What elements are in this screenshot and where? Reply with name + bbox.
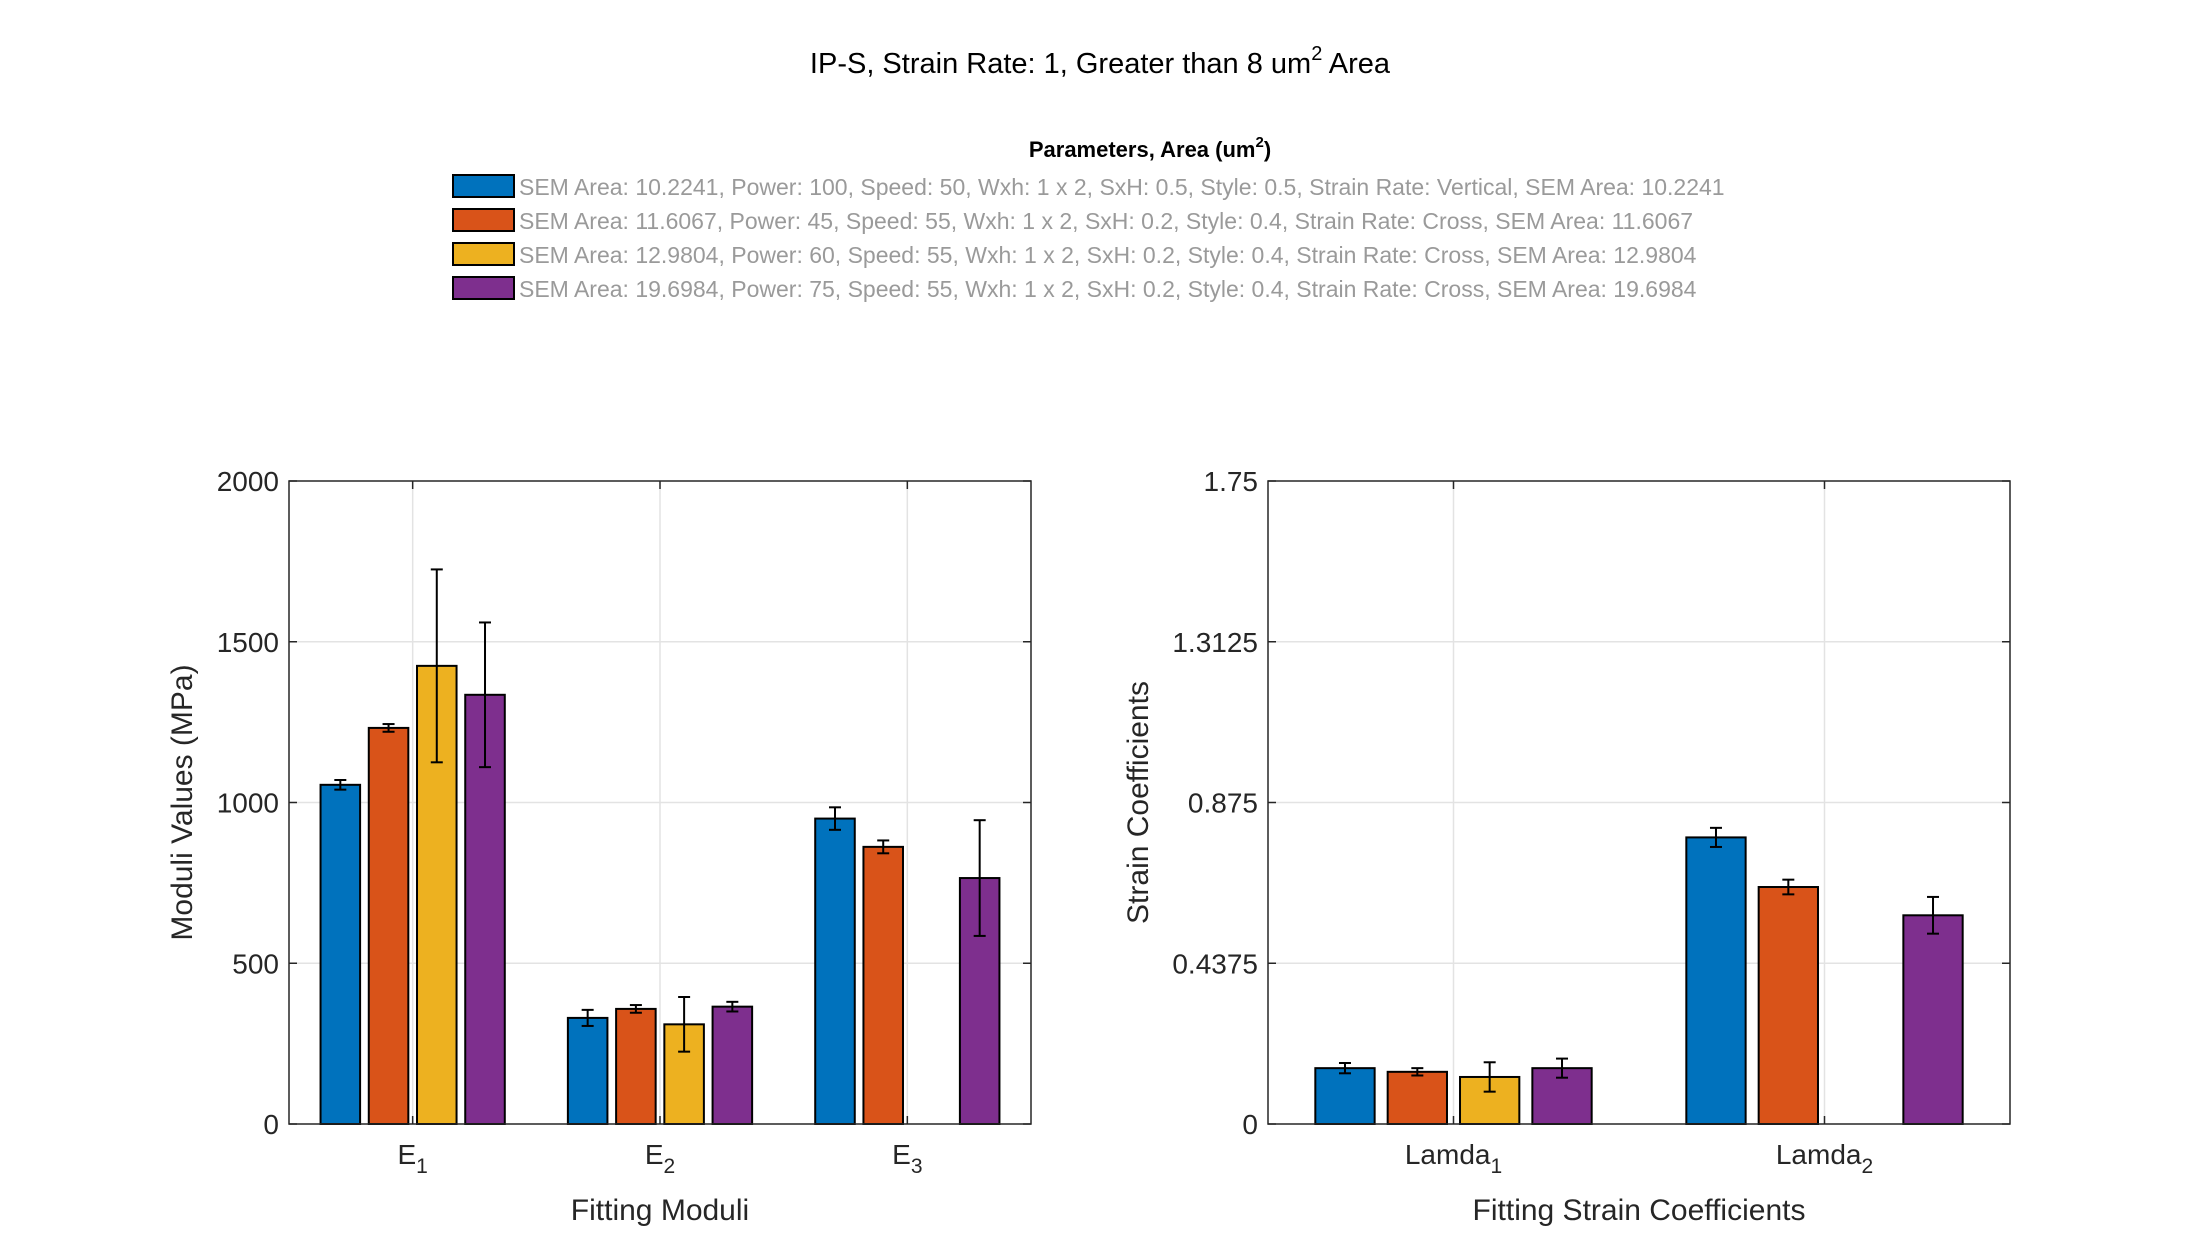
figure-title-tail: Area xyxy=(1322,48,1391,80)
legend-swatch-series-1 xyxy=(452,174,515,198)
bar-series-4-category-2 xyxy=(711,1005,754,1126)
error-bar xyxy=(1927,895,1940,935)
x-tick-label-subscript: 3 xyxy=(911,1155,923,1178)
legend-title-tail: ) xyxy=(1264,137,1271,162)
error-bar xyxy=(1338,1062,1351,1075)
legend-entry: SEM Area: 12.9804, Power: 60, Speed: 55,… xyxy=(452,242,1697,268)
legend-label-series-1: SEM Area: 10.2241, Power: 100, Speed: 50… xyxy=(519,174,1725,200)
legend-title-main: Parameters, Area (um xyxy=(1029,137,1256,162)
x-tick-label-base: Lamda xyxy=(1776,1139,1862,1170)
x-tick-label-subscript: 2 xyxy=(664,1155,676,1178)
bar-series-2-category-1 xyxy=(1386,1070,1448,1126)
legend-title: Parameters, Area (um2) xyxy=(1029,134,1271,162)
bar-series-1-category-1 xyxy=(1314,1067,1376,1126)
error-bar xyxy=(430,568,443,764)
bar-series-4-category-3 xyxy=(958,877,1001,1125)
legend: Parameters, Area (um2) SEM Area: 10.2241… xyxy=(452,134,1725,302)
y-tick-label: 1000 xyxy=(217,788,279,819)
legend-label-series-3: SEM Area: 12.9804, Power: 60, Speed: 55,… xyxy=(519,242,1697,268)
y-tick-label: 1.3125 xyxy=(1172,627,1258,658)
x-tick-label: E3 xyxy=(892,1139,922,1178)
figure-title-superscript: 2 xyxy=(1311,43,1322,65)
legend-swatch-series-3 xyxy=(452,242,515,266)
legend-swatch-series-4 xyxy=(452,276,515,300)
legend-title-superscript: 2 xyxy=(1255,134,1263,151)
error-bar xyxy=(334,778,347,791)
x-tick-label-base: E xyxy=(892,1139,911,1170)
y-tick-label: 1500 xyxy=(217,627,279,658)
y-tick-label: 2000 xyxy=(217,466,279,497)
error-bar xyxy=(1411,1067,1424,1077)
error-bar xyxy=(1483,1061,1496,1093)
legend-entry: SEM Area: 19.6984, Power: 75, Speed: 55,… xyxy=(452,276,1697,302)
y-tick-label: 0 xyxy=(263,1109,279,1140)
bar-series-2-category-2 xyxy=(1757,886,1819,1125)
x-tick-label-subscript: 2 xyxy=(1861,1155,1873,1178)
y-tick-label: 0 xyxy=(1242,1109,1258,1140)
error-bar xyxy=(629,1004,642,1014)
y-tick-label: 1.75 xyxy=(1204,466,1259,497)
y-axis-label: Strain Coefficients xyxy=(1122,681,1155,924)
legend-label-series-4: SEM Area: 19.6984, Power: 75, Speed: 55,… xyxy=(519,276,1697,302)
error-bar xyxy=(828,806,841,831)
bar-series-1-category-1 xyxy=(319,783,362,1125)
bar-series-2-category-3 xyxy=(862,845,904,1125)
figure-title: IP-S, Strain Rate: 1, Greater than 8 um2… xyxy=(810,43,1391,80)
error-bar xyxy=(382,723,395,733)
error-bar xyxy=(726,1000,739,1013)
error-bar xyxy=(479,621,492,769)
x-tick-label-base: Lamda xyxy=(1405,1139,1491,1170)
legend-entry: SEM Area: 10.2241, Power: 100, Speed: 50… xyxy=(452,174,1725,200)
error-bar xyxy=(1709,826,1722,848)
error-bar xyxy=(1782,878,1795,896)
y-tick-label: 500 xyxy=(232,948,279,979)
x-tick-label-subscript: 1 xyxy=(1490,1155,1502,1178)
x-tick-label-subscript: 1 xyxy=(416,1155,428,1178)
legend-label-series-2: SEM Area: 11.6067, Power: 45, Speed: 55,… xyxy=(519,208,1693,234)
bar-series-1-category-2 xyxy=(566,1016,609,1126)
error-bar xyxy=(973,819,986,937)
x-tick-label-base: E xyxy=(397,1139,416,1170)
x-axis-label: Fitting Moduli xyxy=(571,1194,749,1227)
bar-series-2-category-1 xyxy=(367,726,410,1125)
error-bar xyxy=(877,839,890,855)
bar-series-2-category-2 xyxy=(615,1007,657,1126)
x-tick-label: E1 xyxy=(397,1139,427,1178)
error-bar xyxy=(581,1008,594,1027)
y-axis-label: Moduli Values (MPa) xyxy=(166,664,199,940)
legend-swatch-series-2 xyxy=(452,208,515,232)
legend-entry: SEM Area: 11.6067, Power: 45, Speed: 55,… xyxy=(452,208,1693,234)
x-axis-label: Fitting Strain Coefficients xyxy=(1473,1194,1806,1227)
y-tick-label: 0.4375 xyxy=(1172,948,1258,979)
bar-series-1-category-2 xyxy=(1685,836,1747,1125)
bar-series-1-category-3 xyxy=(814,817,856,1125)
x-tick-label: E2 xyxy=(645,1139,675,1178)
figure-title-main: IP-S, Strain Rate: 1, Greater than 8 um xyxy=(810,48,1311,80)
y-tick-label: 0.875 xyxy=(1188,788,1258,819)
error-bar xyxy=(678,996,691,1053)
x-tick-label: Lamda2 xyxy=(1776,1139,1873,1178)
x-tick-label-base: E xyxy=(645,1139,664,1170)
error-bar xyxy=(1556,1057,1569,1079)
x-tick-label: Lamda1 xyxy=(1405,1139,1502,1178)
bar-series-4-category-2 xyxy=(1902,914,1964,1126)
